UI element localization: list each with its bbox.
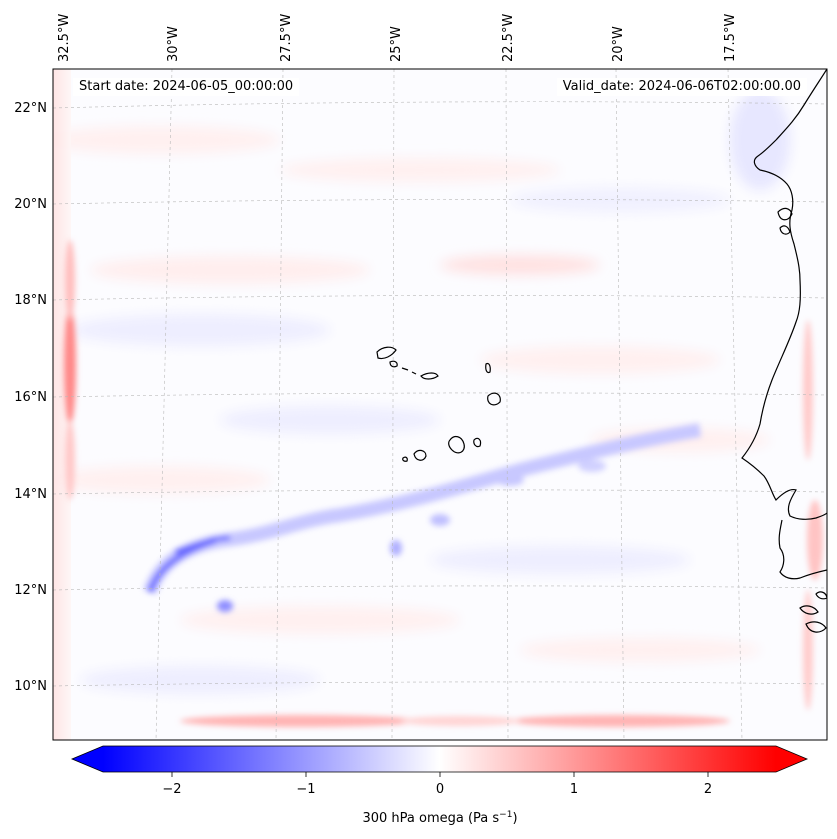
colorbar-tick-label: 0	[436, 782, 444, 797]
lon-label: 27.5°W	[279, 14, 294, 62]
coastline	[741, 69, 827, 633]
longitude-labels: 32.5°W 30°W 27.5°W 25°W 22.5°W 20°W 17.5…	[57, 14, 738, 62]
lon-label: 32.5°W	[57, 14, 72, 62]
colorbar-label-main: 300 hPa omega (Pa s	[362, 811, 499, 826]
lon-label: 25°W	[389, 26, 404, 62]
lat-label: 20°N	[14, 197, 47, 212]
latitude-labels: 22°N 20°N 18°N 16°N 14°N 12°N 10°N	[14, 101, 47, 694]
lat-label: 14°N	[14, 487, 47, 502]
lat-label: 22°N	[14, 101, 47, 116]
colorbar-tick-label: 2	[704, 782, 712, 797]
valid-date-label: Valid_date: 2024-06-06T02:00:00.00	[556, 78, 807, 96]
colorbar-tick-label: 1	[570, 782, 578, 797]
colorbar: −2 −1 0 1 2 300 hPa omega (Pa s−1)	[70, 745, 809, 826]
lat-label: 10°N	[14, 679, 47, 694]
lon-label: 17.5°W	[723, 14, 738, 62]
colorbar-tick-label: −2	[162, 782, 181, 797]
lon-label: 20°W	[611, 26, 626, 62]
colorbar-tick-label: −1	[296, 782, 315, 797]
lat-label: 16°N	[14, 390, 47, 405]
colorbar-max-arrow	[776, 746, 807, 772]
lon-label: 30°W	[166, 26, 181, 62]
colorbar-label-exponent: −1	[499, 810, 512, 820]
lat-label: 12°N	[14, 583, 47, 598]
lat-label: 18°N	[14, 293, 47, 308]
colorbar-label: 300 hPa omega (Pa s−1)	[362, 810, 517, 826]
lon-label: 22.5°W	[501, 14, 516, 62]
start-date-label: Start date: 2024-06-05_00:00:00	[73, 78, 300, 96]
omega-field	[53, 69, 827, 740]
colorbar-gradient	[103, 746, 776, 772]
colorbar-min-arrow	[72, 746, 103, 772]
colorbar-label-close: )	[512, 811, 517, 826]
cape-verde-islands	[376, 346, 501, 462]
